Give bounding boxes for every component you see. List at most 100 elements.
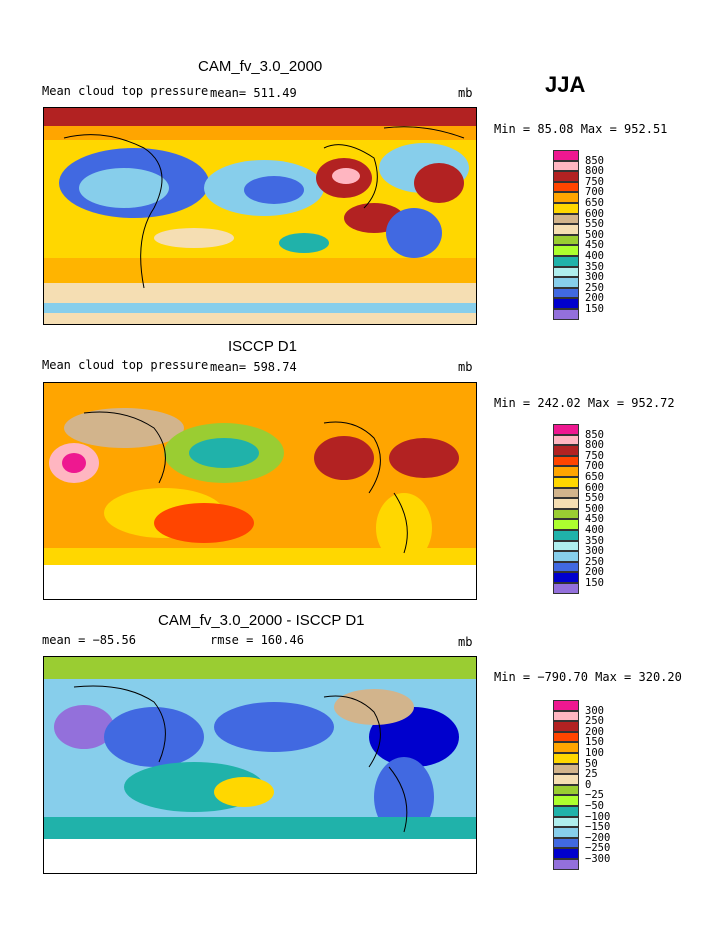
legend-swatch xyxy=(553,837,579,849)
legend-swatch xyxy=(553,583,579,594)
legend-swatch xyxy=(553,763,579,775)
panel-title: CAM_fv_3.0_2000 - ISCCP D1 xyxy=(158,612,365,629)
panel-mean: rmse = 160.46 xyxy=(210,633,304,647)
panel-minmax: Min = −790.70 Max = 320.20 xyxy=(494,670,682,684)
legend-swatch xyxy=(553,487,579,499)
legend-swatch xyxy=(553,530,579,541)
legend-label: 200 xyxy=(585,725,604,738)
legend-label: 200 xyxy=(585,566,604,579)
map-obs xyxy=(43,382,477,600)
legend-swatch xyxy=(553,277,579,288)
legend-label: 450 xyxy=(585,239,604,252)
legend-swatch xyxy=(553,171,579,182)
legend-label: 25 xyxy=(585,768,598,781)
legend-label: 200 xyxy=(585,292,604,305)
legend-swatch xyxy=(553,287,579,299)
legend-swatch xyxy=(553,445,579,456)
legend-label: 850 xyxy=(585,428,604,441)
legend-swatch xyxy=(553,266,579,278)
legend-swatch xyxy=(553,213,579,225)
panel-title: CAM_fv_3.0_2000 xyxy=(198,58,323,75)
legend-swatch xyxy=(553,203,579,214)
legend-label: 250 xyxy=(585,555,604,568)
legend-label: 650 xyxy=(585,197,604,209)
legend-label: 0 xyxy=(585,778,592,791)
legend-swatch xyxy=(553,498,579,509)
legend-swatch xyxy=(553,150,579,161)
legend-label: 750 xyxy=(585,175,604,188)
legend-label: 550 xyxy=(585,492,604,505)
season-label: JJA xyxy=(545,72,586,97)
panel-subtitle: Mean cloud top pressure xyxy=(42,358,209,372)
panel-units: mb xyxy=(458,635,473,649)
legend-label: 250 xyxy=(585,715,604,728)
legend-label: 100 xyxy=(585,747,604,759)
legend-swatch xyxy=(553,466,579,477)
legend-label: 400 xyxy=(585,524,604,536)
legend-label: 350 xyxy=(585,260,604,273)
legend-label: 700 xyxy=(585,186,604,199)
panel-units: mb xyxy=(458,360,473,374)
legend-label: 500 xyxy=(585,502,604,515)
map-model xyxy=(43,107,477,325)
legend-swatch xyxy=(553,572,579,583)
legend-label: 700 xyxy=(585,460,604,473)
legend-label: −200 xyxy=(585,831,611,844)
legend-swatch xyxy=(553,224,579,235)
legend-swatch xyxy=(553,859,579,870)
legend-swatch xyxy=(553,181,579,193)
legend-label: 800 xyxy=(585,165,604,178)
legend-label: −50 xyxy=(585,800,604,812)
legend-swatch xyxy=(553,434,579,446)
legend-label: 150 xyxy=(585,577,604,589)
legend-swatch xyxy=(553,806,579,817)
legend-label: −150 xyxy=(585,821,611,834)
panel-subtitle: Mean cloud top pressure xyxy=(42,84,209,98)
legend-swatch xyxy=(553,848,579,859)
legend-swatch xyxy=(553,551,579,562)
legend-obs: 850 800 750 700 650 600 550 500 450 400 350 300 250 2… xyxy=(553,424,604,594)
legend-label: 150 xyxy=(585,736,604,749)
legend-swatch xyxy=(553,784,579,796)
legend-swatch xyxy=(553,753,579,764)
legend-swatch xyxy=(553,424,579,435)
legend-label: 600 xyxy=(585,481,604,494)
legend-label: 300 xyxy=(585,545,604,558)
panel-subtitle: mean = −85.56 xyxy=(42,633,136,647)
legend-label: 600 xyxy=(585,207,604,220)
legend-swatch xyxy=(553,245,579,256)
legend-swatch xyxy=(553,774,579,785)
legend-swatch xyxy=(553,477,579,488)
legend-swatch xyxy=(553,298,579,309)
legend-swatch xyxy=(553,256,579,267)
legend-label: 450 xyxy=(585,513,604,526)
legend-swatch xyxy=(553,160,579,172)
legend-swatch xyxy=(553,508,579,520)
legend-label: −25 xyxy=(585,789,604,802)
panel-title: ISCCP D1 xyxy=(228,338,297,355)
legend-swatch xyxy=(553,234,579,246)
legend-diff: 300 250 200 150 100 50 25 0 −25 −50 −100 −150 −200 −2… xyxy=(553,700,610,870)
legend-label: 800 xyxy=(585,439,604,452)
legend-swatch xyxy=(553,816,579,828)
legend-label: −250 xyxy=(585,842,611,855)
legend-swatch xyxy=(553,309,579,320)
legend-swatch xyxy=(553,540,579,552)
legend-label: −100 xyxy=(585,810,611,823)
legend-swatch xyxy=(553,561,579,573)
panel-units: mb xyxy=(458,86,473,100)
legend-swatch xyxy=(553,455,579,467)
legend-label: 250 xyxy=(585,281,604,294)
legend-label: 550 xyxy=(585,218,604,231)
legend-label: 300 xyxy=(585,271,604,284)
legend-label: 350 xyxy=(585,534,604,547)
legend-label: 50 xyxy=(585,757,598,770)
panel-minmax: Min = 85.08 Max = 952.51 xyxy=(494,122,668,136)
legend-swatch xyxy=(553,795,579,806)
legend-swatch xyxy=(553,721,579,732)
legend-swatch xyxy=(553,710,579,722)
panel-mean: mean= 511.49 xyxy=(210,86,297,100)
legend-swatch xyxy=(553,192,579,203)
legend-label: 400 xyxy=(585,250,604,262)
legend-swatch xyxy=(553,700,579,711)
